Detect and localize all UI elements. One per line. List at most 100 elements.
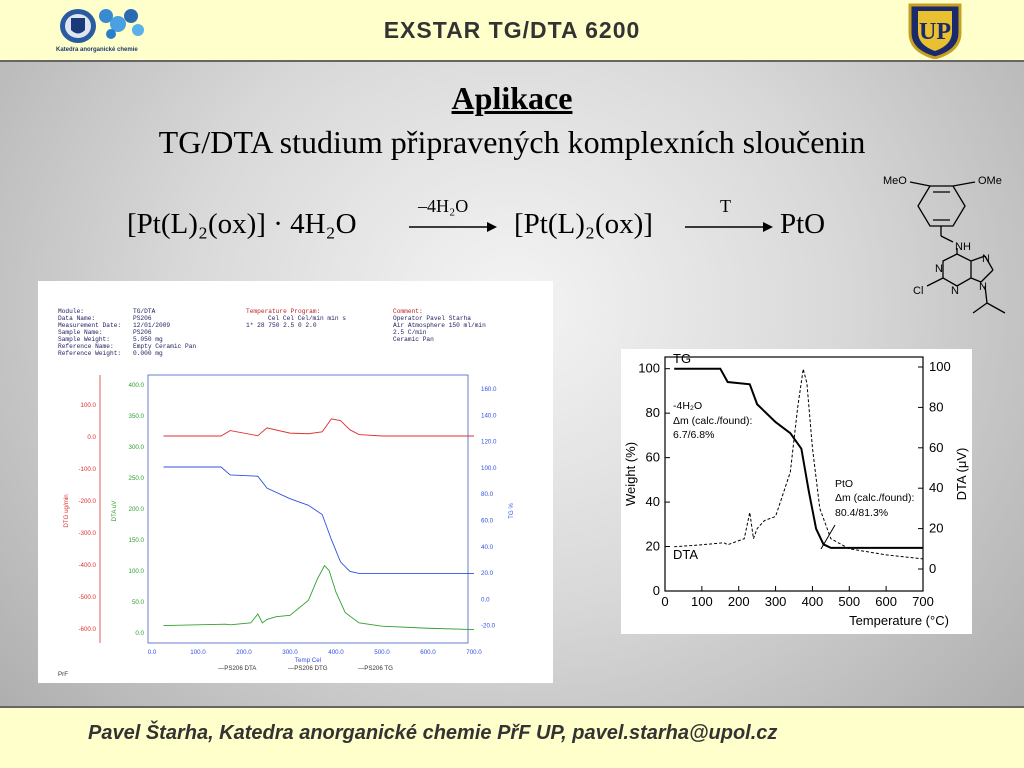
dtg-tick-label: -600.0 [78,626,96,633]
instrument-printout-panel: Module: TG/DTA Data Name: PS206 Measurement … [38,281,553,683]
annotation-arrow [820,524,836,550]
series-tg-label: TG [673,351,691,366]
svg-text:UP: UP [919,19,951,45]
dta-tick-label: 50.0 [132,599,145,606]
printout-header-value: PS206 [133,315,152,322]
comment-line: Ceramic Pan [393,336,434,343]
comment-title: Comment: [393,308,423,315]
chart-frame [664,356,924,592]
ome-label: OMe [978,175,1002,187]
y2-tick-label: 60 [929,440,943,455]
dta-tick-label: 300.0 [129,444,145,451]
y2-tick-label: 0 [929,561,936,576]
dtg-tick-label: -500.0 [78,594,96,601]
y2-tick-label: 40 [929,480,943,495]
y-axis-label: Weight (%) [623,442,638,506]
x-tick-label: 100 [691,594,713,609]
tg-tick-label: -20.0 [481,623,496,630]
header-title: EXSTAR TG/DTA 6200 [383,17,641,43]
printout-x-tick-label: 600.0 [420,649,436,656]
tg-tick-label: 80.0 [481,491,494,498]
ligand-structure-diagram: MeO OMe NH N N N N Cl [883,175,1006,314]
arrow2-label: T [720,196,731,216]
printout-x-tick-label: 700.0 [466,649,482,656]
printout-x-tick-label: 200.0 [236,649,252,656]
svg-text:N: N [951,285,959,297]
instrument-thermogram: Module: TG/DTA Data Name: PS206 Measurement … [58,308,515,678]
printout-header-value: PS206 [133,329,152,336]
x-axis-label: Temperature (°C) [849,613,949,628]
slide-title: Aplikace [451,80,573,116]
dtg-tick-label: 100.0 [81,402,97,409]
y2-axis-label: DTA (μV) [954,448,969,501]
svg-text:N: N [982,253,990,265]
dta-tick-label: 0.0 [135,630,144,637]
x-tick-label: 0 [661,594,668,609]
tg-dta-chart: 0 100 200 300 400 500 600 700 0 20 40 60 80 100 0 20 40 6… [623,351,969,628]
annotation-pto-value: 80.4/81.3% [835,507,888,519]
printout-header-label: Sample Name: [58,329,103,336]
reaction-arrow-1 [409,222,497,232]
printout-footer-tag: PrF [58,671,68,678]
x-tick-label: 200 [728,594,750,609]
printout-header-label: Sample Weight: [58,336,110,343]
y2-tick-label: 100 [929,359,951,374]
tg-tick-label: 100.0 [481,465,497,472]
printout-header-label: Data Name: [58,315,95,322]
printout-legend-item: —PS206 TG [358,665,393,672]
tg-tick-label: 0.0 [481,596,490,603]
tg-trace [163,466,474,574]
slide-subtitle: TG/DTA studium připravených komplexních … [158,124,866,160]
dta-tick-label: 200.0 [129,506,145,513]
printout-x-tick-label: 500.0 [374,649,390,656]
y-tick-label: 100 [638,361,660,376]
intermediate-formula: [Pt(L)₂(ox)] [514,208,653,240]
dta-trace [163,564,475,631]
y-tick-label: 40 [646,494,660,509]
printout-header-label: Measurement Date: [58,322,121,329]
annotation-water-dm: Δm (calc./found): [673,415,752,427]
tg-tick-label: 160.0 [481,386,497,393]
series-dta-label: DTA [673,547,698,562]
y-tick-label: 0 [653,583,660,598]
printout-header-value: 5.050 mg [133,336,163,343]
header-bar [0,0,1024,62]
tg-tick-label: 60.0 [481,518,494,525]
dtg-tick-label: 0.0 [87,434,96,441]
svg-text:N: N [935,263,943,275]
reactant-formula: [Pt(L)₂(ox)] · 4H₂O [127,208,357,240]
comment-line: Operator Pavel Starha [393,315,471,322]
printout-header-label: Reference Weight: [58,350,121,357]
university-crest-icon: UP [908,3,962,59]
y2-tick-label: 20 [929,521,943,536]
svg-text:Cl: Cl [913,285,923,297]
printout-legend-item: —PS206 DTA [218,665,257,672]
x-tick-label: 600 [875,594,897,609]
tg-tick-label: 120.0 [481,439,497,446]
dtg-trace [163,418,474,437]
tg-tick-label: 140.0 [481,412,497,419]
comment-line: Air Atmosphere 150 ml/min [393,322,486,329]
printout-x-tick-label: 0.0 [148,649,157,656]
comment-line: 2.5 C/min [393,329,427,336]
printout-header-value: 12/01/2009 [133,322,170,329]
y-tick-label: 60 [646,450,660,465]
printout-header-value: 0.000 mg [133,350,163,357]
dtg-tick-label: -300.0 [78,530,96,537]
y-tick-label: 20 [646,539,660,554]
program-title: Temperature Program: [246,308,320,315]
department-logo [60,9,144,43]
dta-tick-label: 100.0 [129,568,145,575]
printout-plot-frame [147,374,469,644]
svg-text:NH: NH [955,241,971,253]
printout-header-value: Empty Ceramic Pan [133,343,196,350]
tg-axis-label: TG % [508,503,515,519]
dtg-tick-label: -400.0 [78,562,96,569]
annotation-water-loss: -4H₂O [673,400,702,412]
dta-axis-label: DTA uV [111,500,118,522]
program-cols: Cel Cel Cel/min min s [268,315,346,322]
dta-tick-label: 400.0 [129,382,145,389]
footer-bar [0,706,1024,768]
tg-tick-label: 20.0 [481,570,494,577]
x-tick-label: 500 [838,594,860,609]
